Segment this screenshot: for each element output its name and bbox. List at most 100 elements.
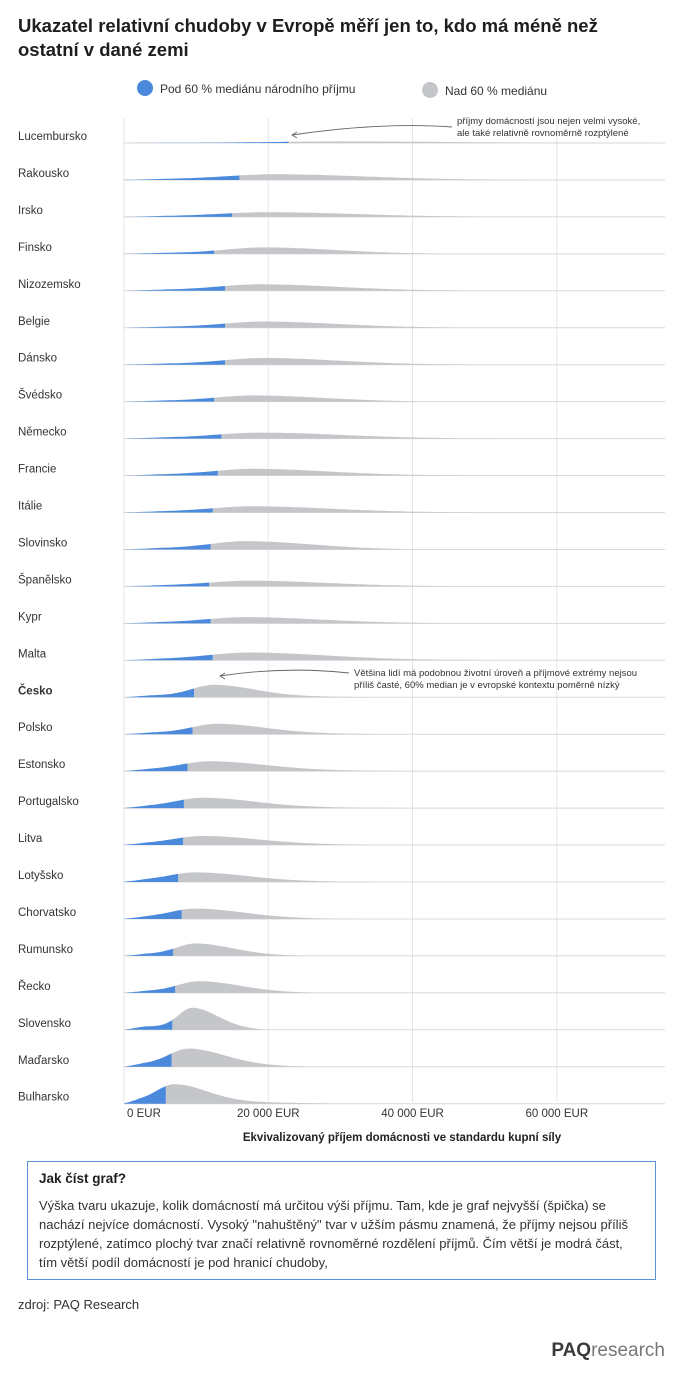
- x-tick-label: 60 000 EUR: [525, 1108, 588, 1120]
- country-row: Rakousko: [18, 168, 665, 181]
- country-label: Lotyšsko: [18, 870, 63, 882]
- density-below-area: [124, 727, 193, 735]
- annotations: příjmy domácností jsou nejen velmi vysok…: [219, 116, 640, 691]
- country-label: Chorvatsko: [18, 907, 76, 919]
- density-above-area: [225, 321, 471, 328]
- country-label: Slovensko: [18, 1018, 71, 1030]
- x-tick-label: 20 000 EUR: [237, 1108, 300, 1120]
- country-row: Dánsko: [18, 353, 665, 366]
- country-row: Irsko: [18, 205, 665, 218]
- country-label: Bulharsko: [18, 1092, 69, 1104]
- source-note: zdroj: PAQ Research: [18, 1297, 140, 1312]
- country-label: Finsko: [18, 242, 52, 254]
- country-row: Slovensko: [18, 1007, 665, 1031]
- logo-light: research: [591, 1340, 665, 1361]
- annotation-text: Většina lidí má podobnou životní úroveň …: [354, 668, 637, 679]
- density-above-area: [194, 684, 377, 698]
- x-axis-title: Ekvivalizovaný příjem domácnosti ve stan…: [243, 1132, 562, 1144]
- chart-title: Ukazatel relativní chudoby v Evropě měří…: [18, 15, 598, 60]
- density-above-area: [225, 284, 478, 291]
- gridlines: [123, 118, 558, 1102]
- density-above-area: [187, 761, 427, 772]
- country-label: Lucembursko: [18, 131, 87, 143]
- density-below-area: [124, 582, 210, 587]
- ridgeline-chart: Pod 60 % mediánu národního příjmu Nad 60 …: [18, 80, 665, 1144]
- country-label: Řecko: [18, 980, 51, 993]
- density-below-area: [124, 985, 176, 993]
- density-above-area: [178, 872, 384, 882]
- country-label: Německo: [18, 427, 67, 439]
- country-row: Malta: [18, 648, 665, 661]
- density-below-area: [124, 508, 213, 513]
- country-row: Rumunsko: [18, 943, 665, 957]
- density-below-area: [124, 544, 211, 550]
- legend-label: Pod 60 % mediánu národního příjmu: [160, 82, 355, 96]
- annotation-arrow: [219, 669, 350, 677]
- density-below-area: [124, 141, 289, 143]
- density-above-area: [183, 797, 420, 809]
- country-row: Litva: [18, 833, 665, 846]
- density-above-area: [165, 1084, 341, 1104]
- density-above-area: [181, 908, 355, 919]
- country-label: Francie: [18, 464, 56, 476]
- density-above-area: [221, 432, 514, 439]
- density-below-area: [124, 688, 194, 698]
- density-above-area: [171, 1048, 312, 1067]
- how-to-read-title: Jak číst graf?: [39, 1171, 127, 1186]
- country-row: Chorvatsko: [18, 907, 665, 920]
- country-label: Česko: [18, 684, 53, 697]
- country-row: Německo: [18, 427, 665, 440]
- paq-research-logo: PAQresearch: [551, 1340, 665, 1362]
- annotation-arrowhead: [291, 131, 298, 139]
- country-label: Rumunsko: [18, 944, 73, 956]
- country-row: Kypr: [18, 611, 665, 624]
- country-row: Česko: [18, 684, 665, 698]
- country-rows: Lucembursko Rakousko Irsko Finsko Nizozemsko…: [18, 131, 665, 1105]
- density-below-area: [124, 654, 213, 661]
- country-label: Španělsko: [18, 573, 72, 586]
- country-label: Maďarsko: [18, 1055, 69, 1067]
- density-below-area: [124, 618, 211, 624]
- annotation-text: ale také relativně rovnoměrně rozptýlené: [457, 128, 629, 139]
- country-label: Kypr: [18, 611, 42, 623]
- country-row: Finsko: [18, 242, 665, 255]
- country-row: Slovinsko: [18, 537, 665, 550]
- country-label: Nizozemsko: [18, 279, 81, 291]
- country-row: Švédsko: [18, 389, 665, 403]
- annotation-arrowhead: [219, 672, 226, 680]
- density-below-area: [124, 1020, 173, 1030]
- country-row: Španělsko: [18, 573, 665, 587]
- legend-label: Nad 60 % mediánu: [445, 84, 547, 98]
- density-above-area: [209, 580, 463, 587]
- density-below-area: [124, 470, 218, 476]
- logo-strong: PAQ: [551, 1340, 592, 1361]
- density-below-area: [124, 763, 188, 772]
- density-above-area: [214, 395, 420, 402]
- density-below-area: [124, 837, 184, 846]
- density-above-area: [173, 943, 308, 956]
- density-below-area: [124, 250, 215, 254]
- annotation-text: příjmy domácností jsou nejen velmi vysok…: [457, 116, 640, 127]
- density-below-area: [124, 434, 222, 439]
- annotation-text: příliš časté, 60% median je v evropské k…: [354, 680, 620, 691]
- country-label: Malta: [18, 648, 47, 660]
- density-below-area: [124, 397, 215, 402]
- country-label: Švédsko: [18, 389, 62, 402]
- country-label: Itálie: [18, 501, 42, 513]
- country-row: Řecko: [18, 980, 665, 994]
- country-row: Estonsko: [18, 759, 665, 772]
- country-label: Irsko: [18, 205, 43, 217]
- density-above-area: [232, 212, 514, 217]
- country-row: Portugalsko: [18, 796, 665, 809]
- country-row: Maďarsko: [18, 1048, 665, 1068]
- density-above-area: [239, 174, 550, 180]
- density-below-area: [124, 799, 184, 809]
- legend: Pod 60 % mediánu národního příjmu Nad 60 …: [137, 80, 547, 98]
- country-row: Belgie: [18, 316, 665, 329]
- annotation-arrow: [291, 125, 453, 136]
- density-below-area: [124, 323, 225, 328]
- country-label: Dánsko: [18, 353, 57, 365]
- density-below-area: [124, 286, 225, 291]
- country-row: Polsko: [18, 722, 665, 735]
- density-above-area: [175, 981, 323, 993]
